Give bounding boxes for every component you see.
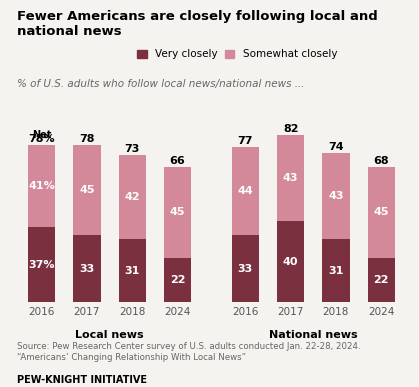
Text: 74: 74 <box>328 142 344 152</box>
Text: 82: 82 <box>283 124 298 134</box>
Bar <box>232 235 259 302</box>
Text: 42: 42 <box>124 192 140 202</box>
Bar <box>119 240 146 302</box>
Bar <box>367 167 395 258</box>
Legend: Very closely, Somewhat closely: Very closely, Somewhat closely <box>137 50 337 60</box>
Text: 33: 33 <box>79 264 95 274</box>
Bar <box>277 221 304 302</box>
Text: 45: 45 <box>170 207 185 217</box>
Bar <box>28 228 55 302</box>
Text: Fewer Americans are closely following local and
national news: Fewer Americans are closely following lo… <box>17 10 378 38</box>
Text: 45: 45 <box>373 207 389 217</box>
Bar <box>28 145 55 228</box>
Bar <box>73 145 101 235</box>
Text: PEW-KNIGHT INITIATIVE: PEW-KNIGHT INITIATIVE <box>17 375 147 385</box>
Bar <box>232 147 259 235</box>
Text: Source: Pew Research Center survey of U.S. adults conducted Jan. 22-28, 2024.
“A: Source: Pew Research Center survey of U.… <box>17 342 360 362</box>
Text: Local news: Local news <box>75 330 144 340</box>
Text: 31: 31 <box>328 265 344 276</box>
Text: 22: 22 <box>373 275 389 285</box>
Text: 41%: 41% <box>28 181 55 191</box>
Bar <box>367 258 395 302</box>
Text: 73: 73 <box>124 144 140 154</box>
Bar <box>73 235 101 302</box>
Bar <box>119 155 146 240</box>
Text: 44: 44 <box>238 186 253 196</box>
Text: 66: 66 <box>170 156 185 166</box>
Text: 43: 43 <box>283 173 298 183</box>
Text: 37%: 37% <box>28 260 55 270</box>
Text: 77: 77 <box>238 136 253 146</box>
Bar <box>322 153 349 240</box>
Text: 43: 43 <box>328 191 344 201</box>
Bar <box>277 135 304 221</box>
Text: 78%: 78% <box>28 134 55 144</box>
Text: 22: 22 <box>170 275 185 285</box>
Text: % of U.S. adults who follow local news/national news ...: % of U.S. adults who follow local news/n… <box>17 79 304 89</box>
Text: 31: 31 <box>124 265 140 276</box>
Text: National news: National news <box>269 330 357 340</box>
Bar <box>164 258 191 302</box>
Text: Net: Net <box>32 130 52 140</box>
Text: 45: 45 <box>79 185 95 195</box>
Text: 78: 78 <box>79 134 95 144</box>
Text: 40: 40 <box>283 257 298 267</box>
Text: 33: 33 <box>238 264 253 274</box>
Bar <box>322 240 349 302</box>
Bar <box>164 167 191 258</box>
Text: 68: 68 <box>373 156 389 166</box>
